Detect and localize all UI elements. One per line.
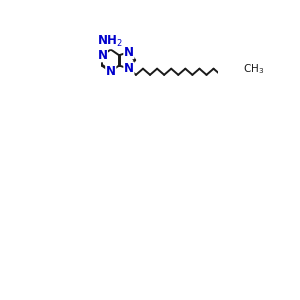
Text: N: N	[106, 65, 116, 78]
Text: N: N	[124, 62, 134, 75]
Text: N: N	[124, 46, 134, 59]
Text: N: N	[98, 49, 107, 62]
Text: NH$_2$: NH$_2$	[97, 34, 122, 49]
Text: CH$_3$: CH$_3$	[243, 62, 264, 76]
